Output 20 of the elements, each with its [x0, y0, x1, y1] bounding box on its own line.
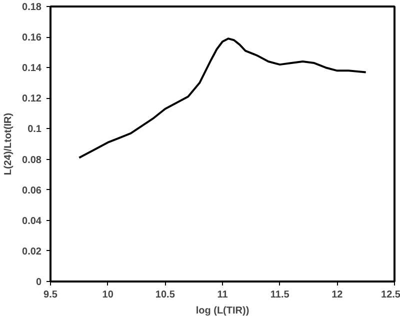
x-tick-label: 9.5 [44, 290, 58, 300]
x-tick-label: 11.5 [270, 290, 290, 300]
y-tick-label: 0.12 [22, 94, 42, 105]
y-tick-label: 0.16 [22, 32, 42, 44]
y-tick-label: 0.02 [22, 246, 42, 258]
x-axis-title: log (L(TIR)) [196, 306, 250, 316]
y-tick-label: 0.04 [22, 216, 42, 227]
x-tick-label: 10.5 [155, 290, 176, 300]
x-tick-label: 10 [102, 290, 114, 300]
x-tick-label: 12 [332, 290, 344, 300]
y-tick-label: 0.1 [28, 124, 42, 136]
y-tick-label: 0.06 [22, 185, 42, 196]
line-series [78, 38, 367, 159]
x-tick-label: 11 [217, 290, 228, 300]
y-tick-label: 0 [36, 277, 42, 288]
y-tick-label: 0.08 [22, 154, 42, 166]
y-tick-label: 0.14 [22, 63, 42, 74]
y-tick-label: 0.18 [22, 2, 42, 13]
y-axis-title: L(24)/Ltot(IR) [3, 112, 14, 176]
x-tick-label: 12.5 [381, 290, 400, 300]
